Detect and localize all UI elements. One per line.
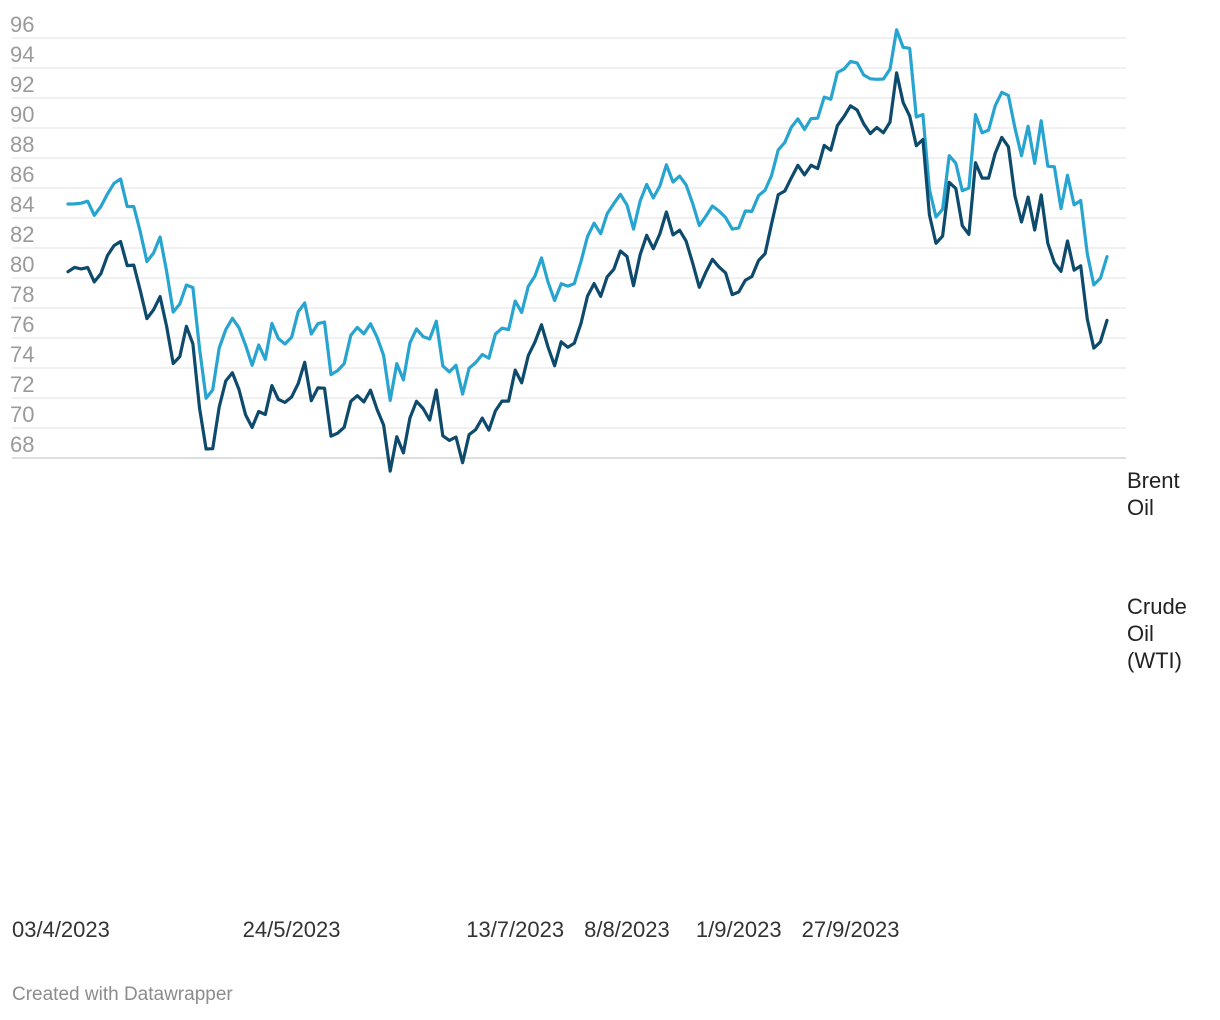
y-tick-label: 96: [10, 12, 34, 37]
series-lines: [66, 28, 1109, 473]
y-tick-label: 78: [10, 282, 34, 307]
y-tick-label: 72: [10, 372, 34, 397]
y-tick-label: 88: [10, 132, 34, 157]
y-tick-label: 68: [10, 432, 34, 457]
series-labels: Brent Oil Crude Oil (WTI): [1127, 468, 1187, 673]
grid-lines: [12, 37, 1126, 459]
y-tick-label: 76: [10, 312, 34, 337]
y-tick-label: 70: [10, 402, 34, 427]
footer-credit: Created with Datawrapper: [12, 984, 233, 1005]
x-tick-label: 8/8/2023: [584, 917, 670, 942]
y-axis-tick-labels: 68 70 72 74 76 78 80 82 84 86 88 90 92 94 96: [10, 12, 34, 457]
y-tick-label: 94: [10, 42, 34, 67]
y-tick-label: 82: [10, 222, 34, 247]
brent-oil-line: [66, 28, 1109, 402]
x-tick-label: 27/9/2023: [802, 917, 900, 942]
x-tick-label: 1/9/2023: [696, 917, 782, 942]
y-tick-label: 74: [10, 342, 34, 367]
wti-crude-oil-line: [66, 71, 1109, 473]
y-tick-label: 86: [10, 162, 34, 187]
y-tick-label: 84: [10, 192, 34, 217]
y-tick-label: 92: [10, 72, 34, 97]
y-tick-label: 90: [10, 102, 34, 127]
wti-crude-oil-label: Crude Oil (WTI): [1127, 594, 1187, 673]
x-axis-tick-labels: 03/4/2023 24/5/2023 13/7/2023 8/8/2023 1/9/2…: [12, 917, 899, 942]
brent-oil-label: Brent Oil: [1127, 468, 1180, 520]
x-tick-label: 24/5/2023: [243, 917, 341, 942]
y-tick-label: 80: [10, 252, 34, 277]
x-tick-label: 13/7/2023: [466, 917, 564, 942]
x-tick-label: 03/4/2023: [12, 917, 110, 942]
